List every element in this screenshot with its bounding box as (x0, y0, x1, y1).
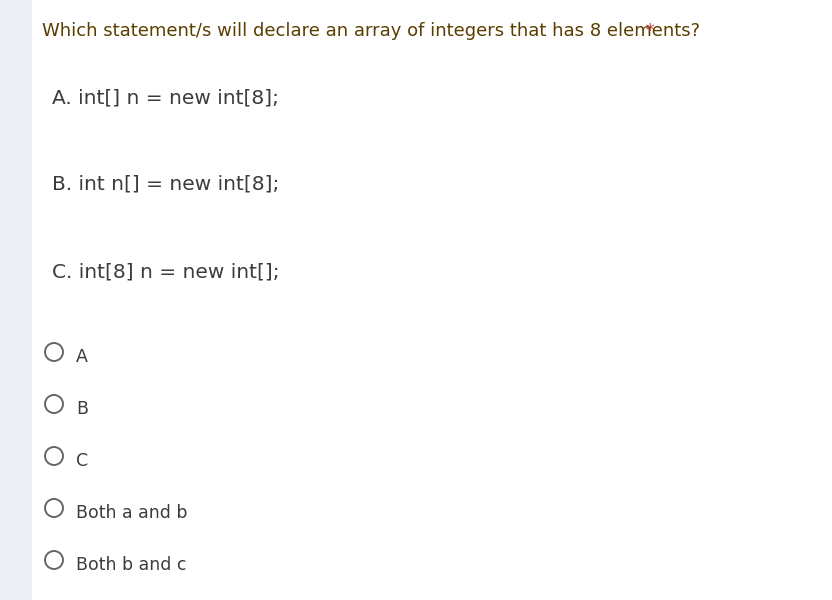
Text: A. int[] n = new int[8];: A. int[] n = new int[8]; (52, 88, 279, 107)
Text: C. int[8] n = new int[];: C. int[8] n = new int[]; (52, 262, 280, 281)
Text: Which statement/s will declare an array of integers that has 8 elements?: Which statement/s will declare an array … (42, 22, 700, 40)
Text: C: C (76, 452, 88, 470)
Bar (0, 0, 32, 600)
Text: Both a and b: Both a and b (76, 504, 187, 522)
Text: A: A (76, 348, 88, 366)
Text: Both b and c: Both b and c (76, 556, 186, 574)
Text: B: B (76, 400, 88, 418)
Text: B. int n[] = new int[8];: B. int n[] = new int[8]; (52, 175, 280, 194)
Text: *: * (640, 22, 655, 40)
